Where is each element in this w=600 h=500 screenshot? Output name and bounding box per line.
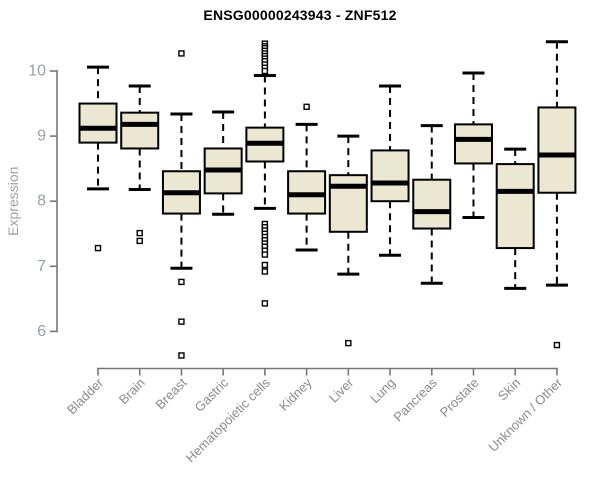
y-tick-label: 8 (37, 193, 46, 210)
x-category-label: Breast (152, 375, 189, 412)
iqr-box (495, 163, 535, 250)
x-category-label: Unknown / Other (485, 375, 565, 455)
outlier-point (303, 103, 310, 111)
boxplot-skin (495, 147, 535, 290)
iqr-box (537, 106, 577, 194)
x-category-label: Pancreas (390, 375, 440, 425)
outlier-point (178, 318, 185, 325)
y-axis: 6 7 8 9 10 Expression (5, 63, 58, 340)
boxplot-kidney (287, 103, 327, 252)
y-tick-label: 7 (37, 258, 46, 275)
iqr-box (412, 178, 452, 230)
boxplot-lung (370, 84, 410, 257)
x-category-label: Gastric (192, 375, 232, 415)
y-tick-label: 6 (37, 323, 46, 340)
outlier-point (178, 352, 185, 359)
iqr-box (370, 149, 410, 203)
boxplot-breast (161, 50, 201, 359)
iqr-box (453, 123, 493, 165)
iqr-box (328, 174, 368, 233)
chart-title: ENSG00000243943 - ZNF512 (203, 7, 397, 23)
boxplot-bladder (78, 65, 118, 252)
boxplot-brain (120, 84, 160, 245)
x-category-label: Lung (367, 375, 398, 406)
outlier-point (553, 341, 561, 349)
iqr-box (120, 111, 160, 150)
iqr-box (78, 102, 118, 144)
outlier-point (261, 251, 269, 258)
outlier-point (261, 268, 269, 275)
y-tick-label: 10 (28, 63, 46, 80)
x-category-label: Brain (116, 375, 148, 407)
outlier-point (136, 229, 143, 237)
boxplot-hematopoietic-cells (245, 40, 285, 307)
x-category-label: Kidney (276, 375, 315, 414)
outlier-point (94, 244, 102, 252)
outlier-point (261, 261, 269, 269)
y-axis-title: Expression (5, 167, 21, 236)
x-category-label: Bladder (64, 375, 107, 418)
x-category-label: Skin (495, 375, 523, 403)
boxplot-liver (328, 134, 368, 347)
outlier-point (178, 50, 185, 57)
outlier-point (178, 278, 185, 286)
x-category-label: Prostate (437, 375, 482, 420)
boxplot-unknown-other (537, 40, 577, 349)
boxplot-pancreas (412, 124, 452, 285)
y-tick-label: 9 (37, 128, 46, 145)
outlier-point (261, 67, 269, 75)
outlier-point (136, 237, 143, 245)
outlier-point (261, 300, 269, 307)
boxplot-prostate (453, 71, 493, 219)
x-category-label: Liver (326, 375, 357, 406)
outlier-point (345, 339, 352, 347)
boxplot-gastric (203, 110, 243, 216)
